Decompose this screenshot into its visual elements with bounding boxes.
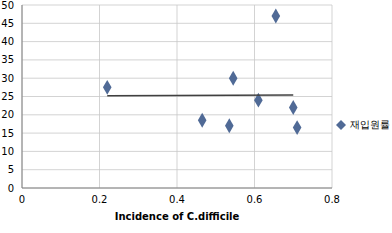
html-text:재입원률: 재입원률 bbox=[350, 119, 390, 130]
svg-text:50: 50 bbox=[8, 0, 14, 11]
svg-text:5: 5 bbox=[8, 164, 14, 175]
svg-text:Incidence of C.difficile: Incidence of C.difficile bbox=[115, 211, 240, 222]
svg-text:0: 0 bbox=[19, 194, 25, 205]
svg-text:15: 15 bbox=[8, 128, 14, 139]
svg-text:35: 35 bbox=[8, 54, 14, 65]
svg-text:0.8: 0.8 bbox=[324, 194, 340, 205]
svg-text:0.6: 0.6 bbox=[247, 194, 263, 205]
svg-text:10: 10 bbox=[8, 146, 14, 157]
svg-text:45: 45 bbox=[8, 18, 14, 29]
svg-text:30: 30 bbox=[8, 73, 14, 84]
svg-text:0.2: 0.2 bbox=[92, 194, 108, 205]
svg-text:40: 40 bbox=[8, 36, 14, 47]
svg-text:0.4: 0.4 bbox=[169, 194, 185, 205]
svg-text:20: 20 bbox=[8, 109, 14, 120]
svg-text:0: 0 bbox=[8, 183, 14, 194]
svg-text:25: 25 bbox=[8, 91, 14, 102]
